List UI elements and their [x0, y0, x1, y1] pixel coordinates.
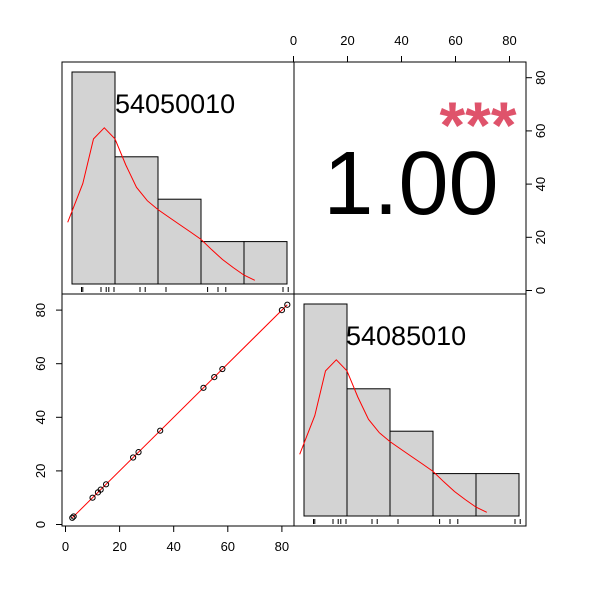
scatter-point — [70, 513, 77, 520]
scatter-point — [219, 365, 226, 373]
variable-label-2: 54085010 — [346, 321, 466, 351]
significance-stars: *** — [439, 88, 516, 162]
histogram-bar — [346, 388, 391, 517]
top-axis-tick-label: 0 — [290, 33, 297, 48]
left-axis-tick-label: 0 — [33, 521, 48, 528]
scatter-point — [89, 494, 96, 501]
scatter-panel — [69, 301, 291, 521]
right-axis-tick-label: 60 — [533, 124, 548, 138]
right-axis-tick-label: 80 — [533, 70, 548, 84]
panel-bottom-left-frame — [61, 293, 295, 527]
left-axis-tick-label: 60 — [33, 356, 48, 370]
histogram-bar — [432, 473, 477, 517]
histogram-bar — [157, 198, 202, 285]
panel-bottom-right-frame — [293, 293, 527, 527]
bottom-axis-tick-label: 80 — [275, 539, 289, 554]
scatter-point — [130, 454, 137, 461]
bottom-axis-tick-label: 40 — [166, 539, 180, 554]
histogram-bar — [389, 430, 434, 517]
histogram-bar — [303, 303, 348, 517]
top-axis-tick-label: 20 — [340, 33, 354, 48]
scatter-point — [211, 374, 218, 381]
left-axis-tick-label: 40 — [33, 410, 48, 424]
correlation-value: 1.00 — [323, 134, 498, 234]
histogram-bar — [243, 241, 288, 285]
variable-label-1: 54050010 — [115, 89, 235, 119]
histogram-54085010 — [299, 303, 521, 524]
scatter-point — [284, 301, 291, 308]
axes: 0 20 40 60 80 0 20 40 60 80 0 20 40 60 80 0 20 40 60 80 — [33, 33, 548, 554]
bottom-axis-tick-label: 0 — [62, 539, 69, 554]
histogram-bar — [475, 473, 520, 517]
top-axis-tick-label: 40 — [394, 33, 408, 48]
scatter-point — [135, 449, 142, 456]
histogram-bar — [200, 241, 245, 285]
histogram-54050010 — [67, 71, 289, 292]
scatter-point — [278, 307, 285, 314]
bottom-axis-tick-label: 60 — [221, 539, 235, 554]
bottom-axis-tick-label: 20 — [112, 539, 126, 554]
density-curve — [299, 359, 488, 513]
histogram-bar — [71, 71, 116, 285]
right-axis-tick-label: 0 — [533, 287, 548, 294]
histogram-bar — [114, 156, 159, 285]
top-axis-tick-label: 60 — [448, 33, 462, 48]
left-axis-tick-label: 20 — [33, 464, 48, 478]
scatter-point — [97, 486, 104, 493]
scatter-point — [200, 384, 207, 391]
scatter-point — [157, 427, 164, 434]
scatter-point — [102, 481, 110, 488]
scatter-point — [69, 514, 76, 521]
right-axis-tick-label: 40 — [533, 177, 548, 191]
left-axis-tick-label: 80 — [33, 303, 48, 317]
top-axis-tick-label: 80 — [502, 33, 516, 48]
density-curve — [67, 127, 256, 281]
right-axis-tick-label: 20 — [533, 230, 548, 244]
